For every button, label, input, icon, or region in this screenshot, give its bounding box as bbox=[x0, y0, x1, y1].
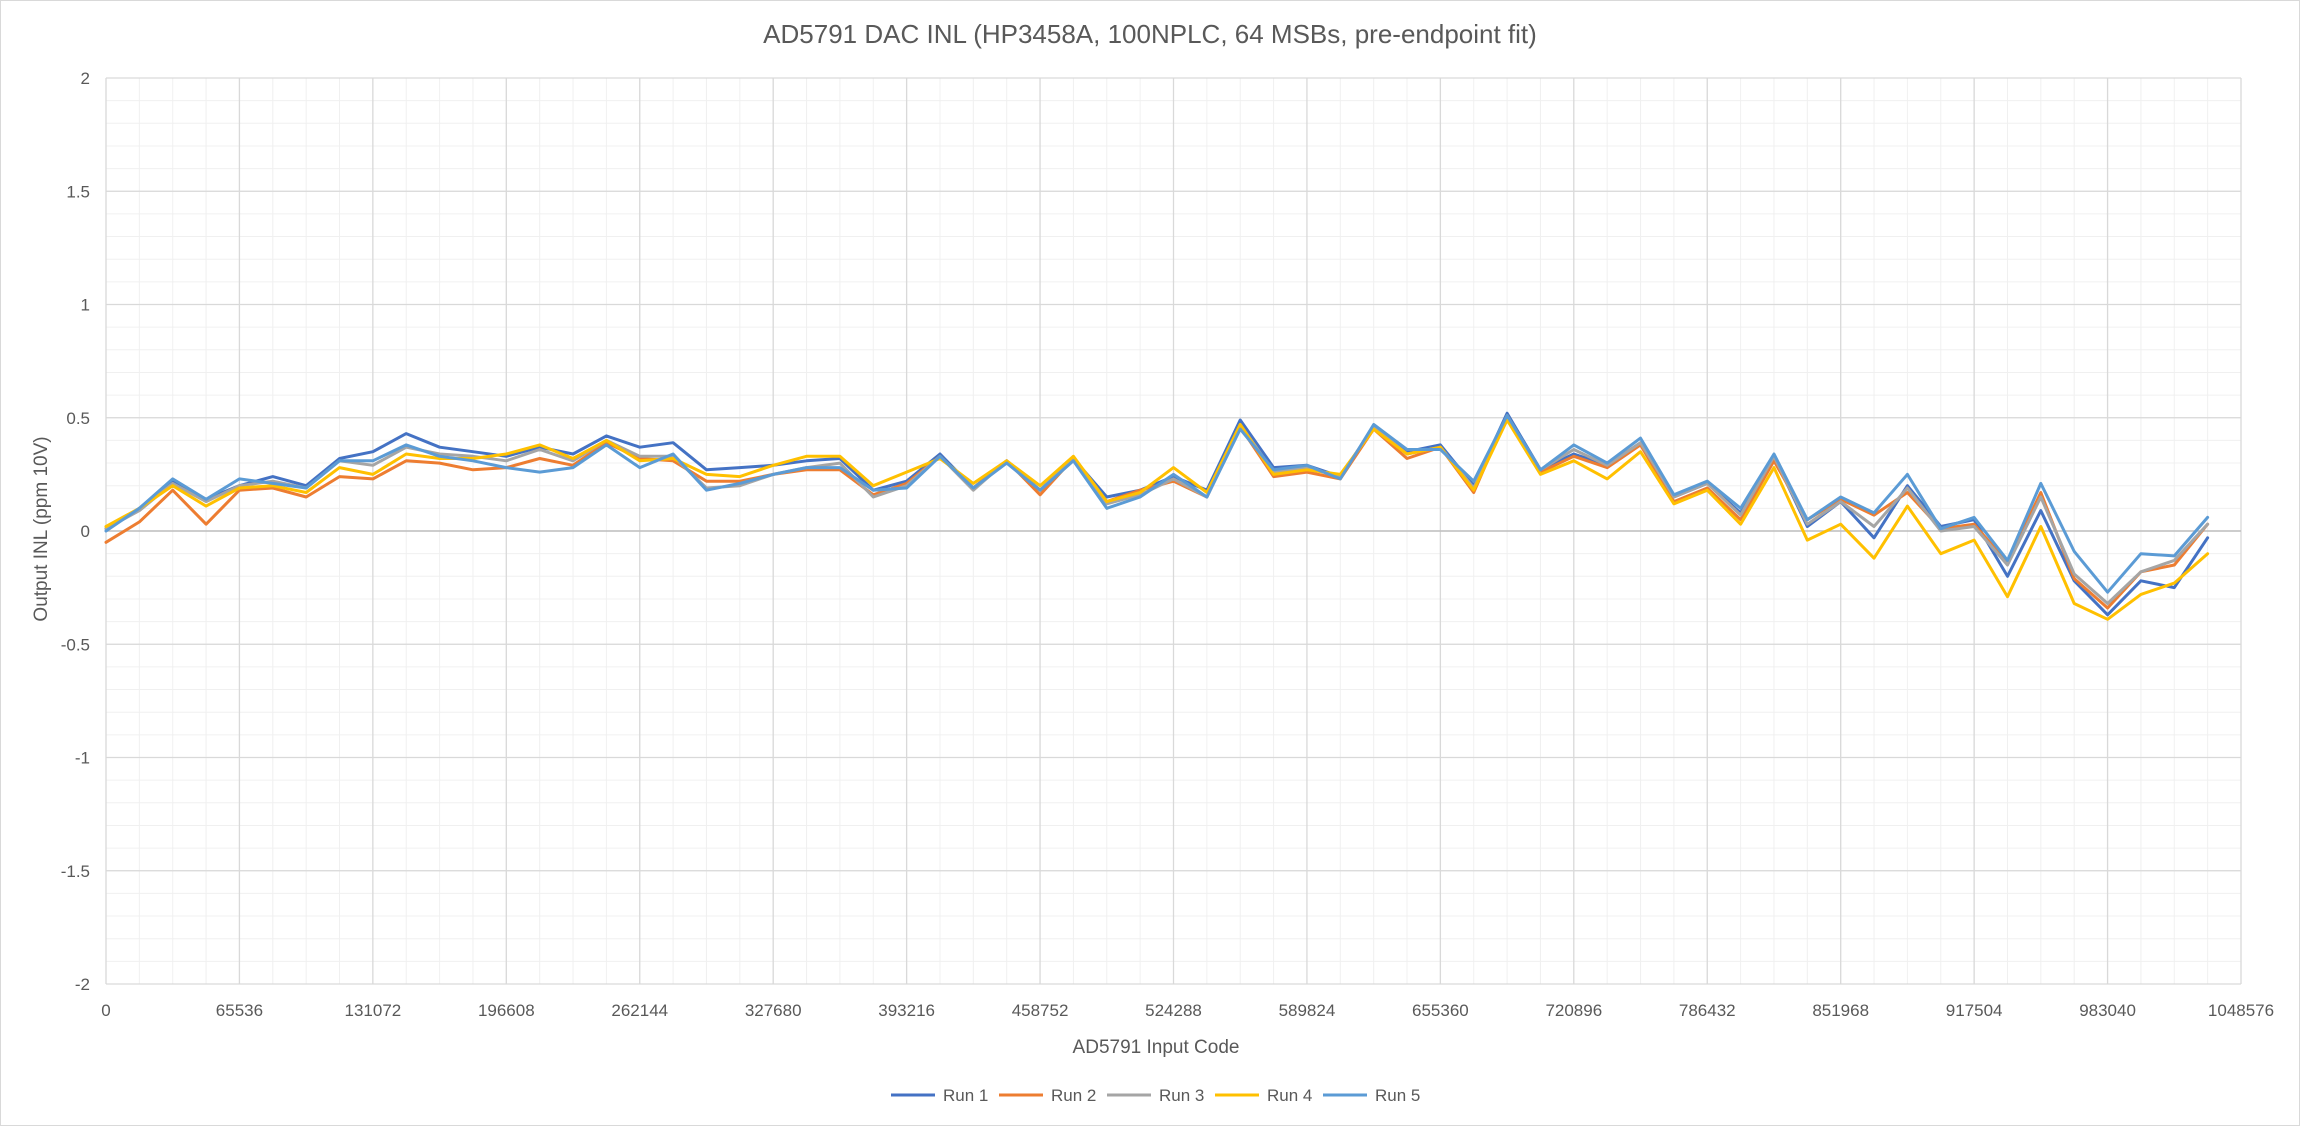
x-tick-label: 917504 bbox=[1946, 1001, 2003, 1020]
y-axis-ticks: 2 1.5 1 0.5 0 -0.5 -1 -1.5 -2 bbox=[61, 69, 90, 994]
legend-label-run-5: Run 5 bbox=[1375, 1086, 1420, 1105]
x-tick-label: 458752 bbox=[1012, 1001, 1069, 1020]
y-tick-label: 1.5 bbox=[66, 182, 90, 201]
y-tick-label: -2 bbox=[75, 975, 90, 994]
x-tick-label: 327680 bbox=[745, 1001, 802, 1020]
x-tick-label: 786432 bbox=[1679, 1001, 1736, 1020]
series-line-run-5 bbox=[104, 414, 2210, 594]
x-tick-label: 720896 bbox=[1545, 1001, 1602, 1020]
legend: Run 1 Run 2 Run 3 Run 4 Run 5 bbox=[891, 1086, 1420, 1105]
legend-label-run-3: Run 3 bbox=[1159, 1086, 1204, 1105]
x-tick-label: 131072 bbox=[345, 1001, 402, 1020]
x-axis-ticks: 0 65536 131072 196608 262144 327680 393216 4587… bbox=[101, 1001, 2274, 1020]
legend-label-run-1: Run 1 bbox=[943, 1086, 988, 1105]
y-tick-label: 1 bbox=[81, 296, 90, 315]
series-line-run-1 bbox=[104, 411, 2210, 617]
x-tick-label: 65536 bbox=[216, 1001, 263, 1020]
x-tick-label: 1048576 bbox=[2208, 1001, 2274, 1020]
y-tick-label: -1.5 bbox=[61, 862, 90, 881]
y-tick-label: 0 bbox=[81, 522, 90, 541]
x-tick-label: 196608 bbox=[478, 1001, 535, 1020]
legend-label-run-2: Run 2 bbox=[1051, 1086, 1096, 1105]
x-tick-label: 983040 bbox=[2079, 1001, 2136, 1020]
x-tick-label: 262144 bbox=[611, 1001, 668, 1020]
x-tick-label: 0 bbox=[101, 1001, 110, 1020]
y-tick-label: 0.5 bbox=[66, 409, 90, 428]
x-axis-title: AD5791 Input Code bbox=[1073, 1037, 1240, 1058]
x-tick-label: 589824 bbox=[1279, 1001, 1336, 1020]
x-tick-label: 524288 bbox=[1145, 1001, 1202, 1020]
y-tick-label: -0.5 bbox=[61, 635, 90, 654]
y-tick-label: -1 bbox=[75, 749, 90, 768]
chart-title: AD5791 DAC INL (HP3458A, 100NPLC, 64 MSB… bbox=[763, 19, 1537, 49]
x-tick-label: 655360 bbox=[1412, 1001, 1469, 1020]
gridlines bbox=[105, 77, 2242, 985]
y-tick-label: 2 bbox=[81, 69, 90, 88]
legend-label-run-4: Run 4 bbox=[1267, 1086, 1312, 1105]
y-axis-title: Output INL (ppm 10V) bbox=[31, 436, 52, 621]
series-lines bbox=[104, 411, 2210, 621]
x-tick-label: 851968 bbox=[1812, 1001, 1869, 1020]
x-tick-label: 393216 bbox=[878, 1001, 935, 1020]
